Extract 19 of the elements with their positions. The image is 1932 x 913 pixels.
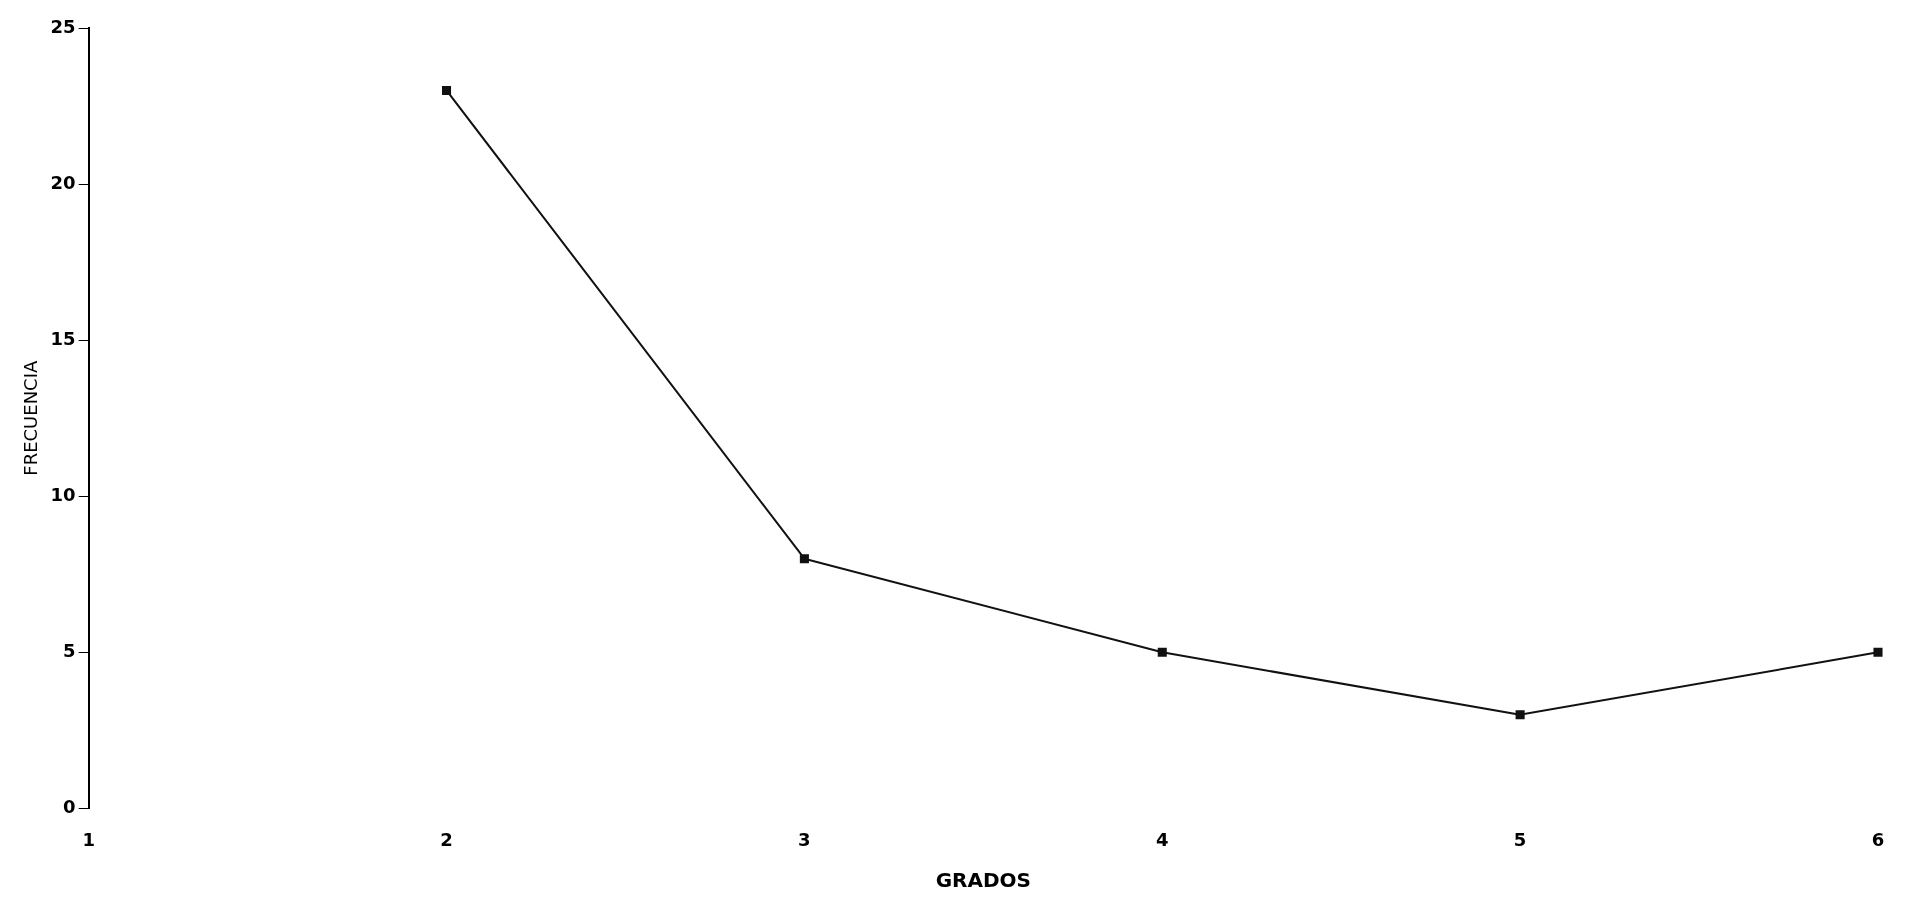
x-tick-label: 4 xyxy=(1155,828,1169,850)
x-tick-label: 2 xyxy=(440,828,453,850)
y-tick-label: 15 xyxy=(50,327,76,349)
x-tick-label: 1 xyxy=(82,828,95,850)
y-tick-label: 0 xyxy=(63,796,76,818)
point xyxy=(799,554,809,564)
point xyxy=(1157,647,1167,657)
x-tick-label: 3 xyxy=(798,828,811,850)
point xyxy=(1873,647,1883,657)
y-tick-label: 10 xyxy=(50,483,76,505)
y-tick-label: 5 xyxy=(63,639,76,661)
point xyxy=(1515,710,1525,720)
x-tick-label: 5 xyxy=(1513,828,1527,850)
y-axis-title: FRECUENCIA xyxy=(20,360,42,476)
x-tick-label: 6 xyxy=(1871,828,1885,850)
point xyxy=(441,85,452,95)
x-axis-title: GRADOS xyxy=(935,868,1031,893)
y-tick-label: 20 xyxy=(50,171,76,193)
y-tick-label: 25 xyxy=(50,15,76,37)
